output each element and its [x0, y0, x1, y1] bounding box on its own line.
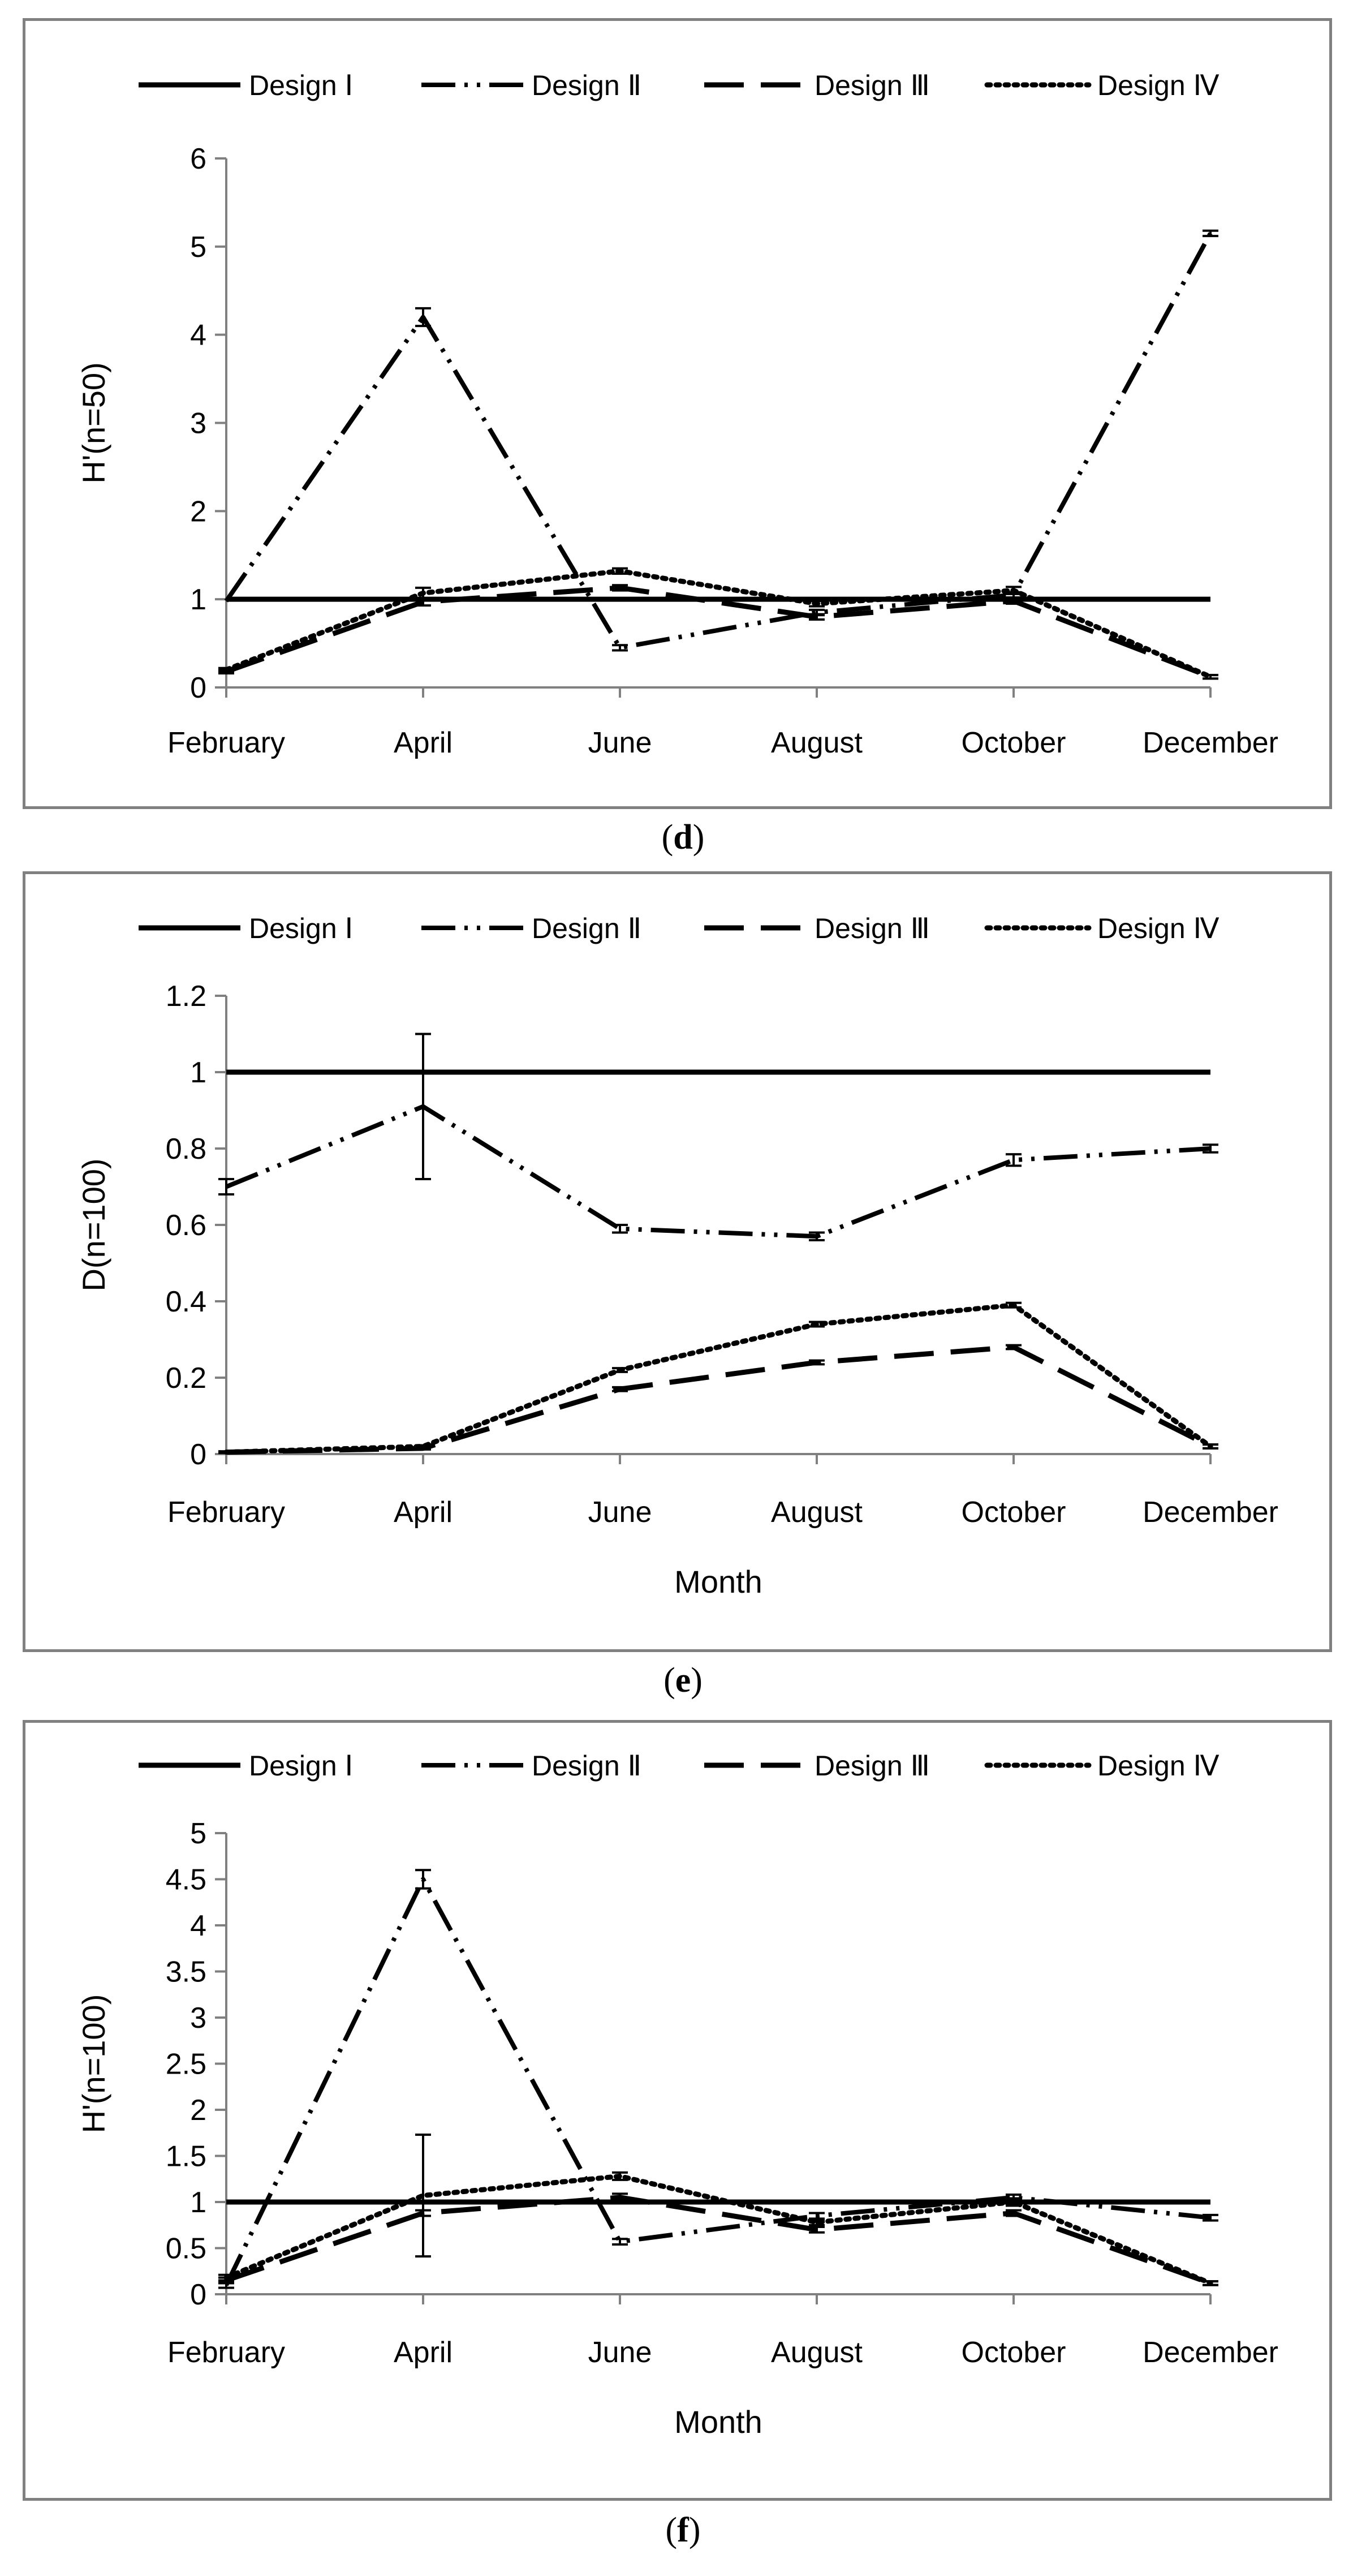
- e-x-tick-label: August: [771, 1496, 863, 1529]
- f-x-tick-label: April: [394, 2336, 453, 2369]
- f-series-line-2: [224, 1877, 1211, 2286]
- e-y-tick-label: 0.2: [166, 1362, 206, 1395]
- f-legend-label-4: Design Ⅳ: [1097, 1750, 1220, 1782]
- e-y-tick-label: 1: [190, 1056, 206, 1089]
- e-y-tick-label: 1.2: [166, 980, 206, 1013]
- e-y-tick-label: 0.4: [166, 1285, 206, 1318]
- d-y-tick-label: 0: [190, 672, 206, 704]
- f-series-line-3: [225, 2195, 1212, 2286]
- f-y-tick-label: 3: [190, 2002, 206, 2035]
- e-legend-label-2: Design Ⅱ: [532, 913, 641, 944]
- f-y-tick-label: 3.5: [166, 1956, 206, 1989]
- caption-e: (e): [663, 1661, 703, 1700]
- d-legend-label-4: Design Ⅳ: [1097, 70, 1220, 101]
- e-series-line-2: [225, 1104, 1211, 1239]
- d-legend-label-1: Design Ⅰ: [249, 70, 353, 101]
- e-legend-label-3: Design Ⅲ: [815, 913, 930, 944]
- f-y-tick-label: 0.5: [166, 2233, 206, 2265]
- d-x-tick-label: December: [1143, 726, 1278, 759]
- d-y-tick-label: 1: [190, 583, 206, 616]
- f-y-tick-label: 1: [190, 2186, 206, 2219]
- e-series-line-4: [223, 1302, 1213, 1455]
- e-legend-label-4: Design Ⅳ: [1097, 913, 1220, 944]
- f-x-axis-title: Month: [674, 2404, 762, 2440]
- e-y-axis-title: D(n=100): [76, 1158, 111, 1291]
- e-x-tick-label: October: [962, 1496, 1066, 1529]
- f-y-tick-label: 2: [190, 2094, 206, 2127]
- d-legend-label-3: Design Ⅲ: [815, 70, 930, 101]
- f-y-tick-label: 4: [190, 1910, 206, 1942]
- d-series-line-3: [225, 585, 1212, 680]
- f-y-tick-label: 4.5: [166, 1864, 206, 1896]
- caption-f: (f): [665, 2511, 701, 2549]
- caption-d: (d): [661, 818, 705, 857]
- d-series-line-2: [224, 232, 1213, 650]
- f-x-tick-label: December: [1143, 2336, 1278, 2369]
- d-x-tick-label: June: [588, 726, 652, 759]
- f-x-tick-label: August: [771, 2336, 863, 2369]
- f-y-tick-label: 1.5: [166, 2140, 206, 2173]
- e-x-tick-label: April: [394, 1496, 453, 1529]
- e-y-tick-label: 0.8: [166, 1133, 206, 1166]
- f-y-tick-label: 0: [190, 2278, 206, 2311]
- e-y-tick-label: 0.6: [166, 1209, 206, 1242]
- f-legend-label-3: Design Ⅲ: [815, 1750, 930, 1782]
- f-x-tick-label: June: [588, 2336, 652, 2369]
- d-legend-label-2: Design Ⅱ: [532, 70, 641, 101]
- d-y-tick-label: 2: [190, 495, 206, 528]
- d-x-tick-label: April: [394, 726, 453, 759]
- f-y-axis-title: H'(n=100): [76, 1994, 111, 2134]
- d-y-tick-label: 3: [190, 407, 206, 440]
- d-y-axis-title: H'(n=50): [76, 362, 111, 484]
- f-x-tick-label: October: [962, 2336, 1066, 2369]
- e-x-tick-label: February: [167, 1496, 285, 1529]
- f-x-tick-label: February: [167, 2336, 285, 2369]
- panel-e-frame: [23, 871, 1332, 1652]
- f-legend-label-1: Design Ⅰ: [249, 1750, 353, 1782]
- d-y-tick-label: 4: [190, 319, 206, 352]
- f-series-line-4: [223, 2173, 1213, 2286]
- panel-f-frame: [23, 1720, 1332, 2501]
- d-series-line-4: [223, 568, 1213, 680]
- d-x-tick-label: October: [962, 726, 1066, 759]
- f-y-tick-label: 2.5: [166, 2048, 206, 2081]
- d-x-tick-label: February: [167, 726, 285, 759]
- d-x-tick-label: August: [771, 726, 863, 759]
- f-y-tick-label: 5: [190, 1817, 206, 1850]
- e-x-axis-title: Month: [674, 1564, 762, 1599]
- e-x-tick-label: June: [588, 1496, 652, 1529]
- f-legend-label-2: Design Ⅱ: [532, 1750, 641, 1782]
- e-x-tick-label: December: [1143, 1496, 1278, 1529]
- d-y-tick-label: 6: [190, 143, 206, 175]
- e-y-tick-label: 0: [190, 1438, 206, 1471]
- d-y-tick-label: 5: [190, 231, 206, 264]
- e-legend-label-1: Design Ⅰ: [249, 913, 353, 944]
